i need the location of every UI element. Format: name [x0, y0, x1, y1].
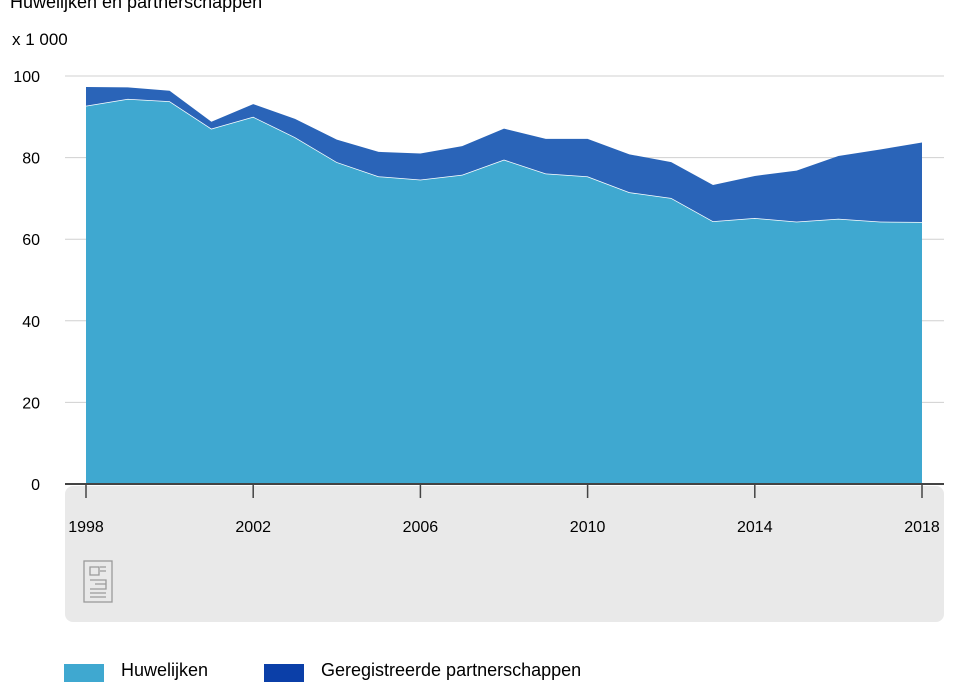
- y-tick-label: 100: [13, 69, 40, 86]
- x-tick-label: 2006: [403, 519, 439, 536]
- y-tick-label: 20: [22, 395, 40, 412]
- x-tick-label: 2018: [904, 519, 940, 536]
- chart-title: Huwelijken en partnerschappen: [10, 0, 263, 12]
- footer-panel: [65, 486, 944, 622]
- legend-label-huwelijken: Huwelijken: [121, 660, 209, 680]
- y-tick-label: 40: [22, 314, 40, 331]
- legend-swatch-huwelijken: [64, 664, 104, 682]
- x-tick-label: 2014: [737, 519, 773, 536]
- y-tick-label: 0: [31, 477, 40, 494]
- y-unit-label: x 1 000: [12, 30, 68, 49]
- legend-label-partnerschappen: Geregistreerde partnerschappen: [321, 660, 582, 680]
- x-tick-label: 1998: [68, 519, 104, 536]
- x-tick-label: 2010: [570, 519, 606, 536]
- cbs-logo-icon: [83, 560, 113, 603]
- x-tick-label: 2002: [235, 519, 271, 536]
- area-chart: 1998 2002 2006 2010 2014 2018 0 20 40 60 80 100: [13, 69, 944, 622]
- area-series-partnerschappen: [86, 87, 922, 223]
- y-tick-label: 80: [22, 151, 40, 168]
- legend-swatch-partnerschappen: [264, 664, 304, 682]
- area-series-huwelijken: [86, 98, 922, 484]
- y-tick-label: 60: [22, 232, 40, 249]
